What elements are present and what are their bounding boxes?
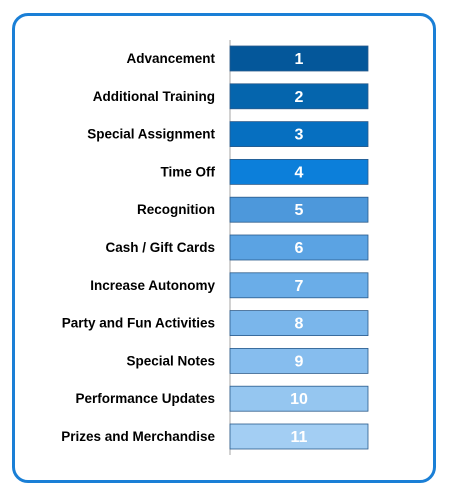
rank-value-label: 9 (295, 353, 304, 370)
category-label: Prizes and Merchandise (61, 429, 215, 444)
category-label: Special Assignment (87, 127, 215, 142)
category-label: Advancement (126, 51, 215, 66)
rank-value-label: 4 (295, 164, 304, 181)
bar (229, 158, 369, 185)
bar (229, 310, 369, 337)
rank-value-label: 2 (295, 89, 304, 106)
category-label: Additional Training (93, 89, 215, 104)
category-label: Increase Autonomy (90, 278, 215, 293)
category-label: Special Notes (126, 353, 215, 368)
bar (229, 347, 369, 374)
category-label: Cash / Gift Cards (105, 240, 215, 255)
rank-value-label: 8 (295, 316, 304, 333)
rank-value-label: 7 (295, 278, 304, 295)
category-label: Recognition (137, 202, 215, 217)
category-label: Time Off (160, 164, 215, 179)
bar (229, 196, 369, 223)
bar (229, 272, 369, 299)
rank-value-label: 3 (295, 127, 304, 144)
bar (229, 423, 369, 450)
category-label: Party and Fun Activities (62, 316, 215, 331)
bar (229, 45, 369, 72)
category-label: Performance Updates (75, 391, 215, 406)
bar (229, 121, 369, 147)
rank-value-label: 10 (290, 391, 308, 408)
rank-value-label: 11 (291, 429, 308, 446)
bar (229, 83, 369, 110)
bar (229, 385, 369, 412)
bar (229, 234, 369, 261)
rank-value-label: 6 (295, 240, 304, 257)
rank-value-label: 5 (295, 202, 304, 219)
rank-value-label: 1 (295, 51, 304, 68)
